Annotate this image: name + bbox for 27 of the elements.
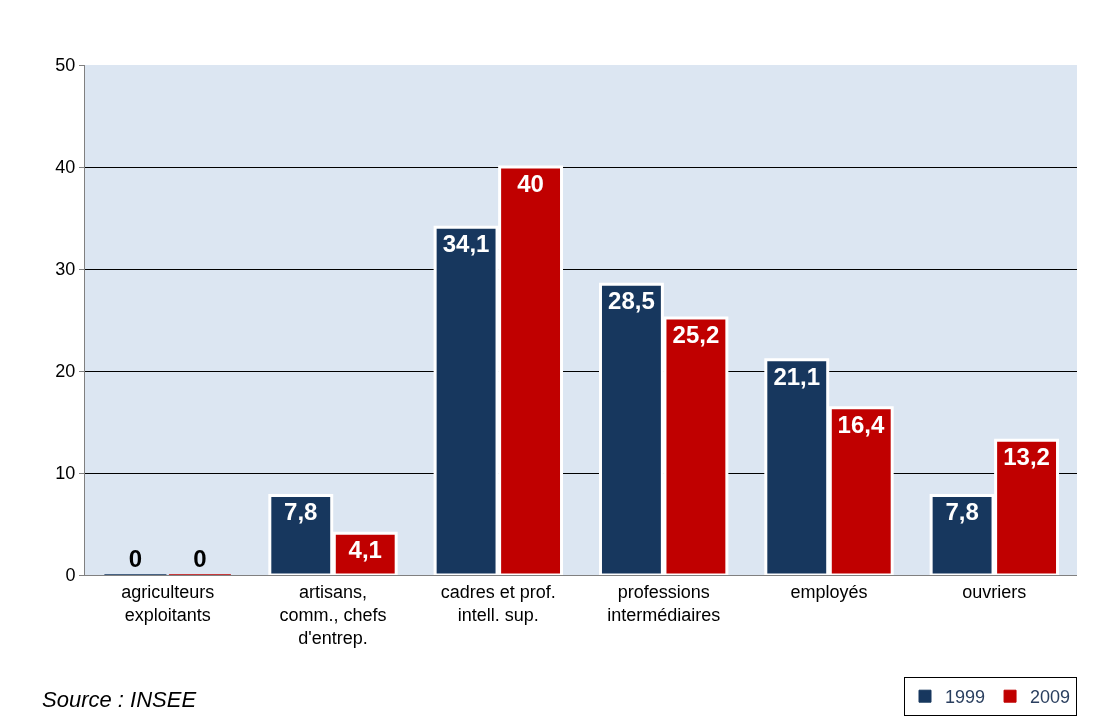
y-tick-label: 20 bbox=[55, 361, 76, 382]
y-tick-label: 40 bbox=[55, 157, 76, 178]
data-label: 34,1 bbox=[442, 230, 490, 258]
data-label: 4,1 bbox=[348, 536, 382, 564]
data-label: 25,2 bbox=[672, 320, 720, 348]
x-tick-label: agriculteurs exploitants bbox=[121, 581, 215, 625]
legend-label: 2009 bbox=[1030, 687, 1071, 708]
y-tick-label: 0 bbox=[65, 565, 76, 586]
data-label: 7,8 bbox=[284, 498, 318, 526]
x-tick-label: professions intermédiaires bbox=[607, 581, 721, 625]
y-tick-label: 10 bbox=[55, 463, 76, 484]
x-tick-label: employés bbox=[790, 581, 868, 602]
source-note: Source : INSEE bbox=[42, 687, 197, 712]
y-tick-label: 50 bbox=[55, 55, 76, 76]
data-label: 7,8 bbox=[945, 498, 979, 526]
y-tick-label: 30 bbox=[55, 259, 76, 280]
data-label: 0 bbox=[128, 545, 143, 572]
x-tick-label: ouvriers bbox=[962, 581, 1027, 602]
data-label: 40 bbox=[517, 170, 544, 197]
x-tick-label: cadres et prof. intell. sup. bbox=[440, 581, 556, 625]
legend-label: 1999 bbox=[945, 687, 986, 708]
data-label: 16,4 bbox=[837, 410, 885, 438]
data-label: 21,1 bbox=[773, 362, 821, 390]
data-label: 28,5 bbox=[608, 287, 655, 315]
data-label: 0 bbox=[193, 545, 207, 572]
x-tick-label: artisans, comm., chefs d'entrep. bbox=[279, 581, 387, 649]
data-label: 13,2 bbox=[1003, 443, 1050, 471]
